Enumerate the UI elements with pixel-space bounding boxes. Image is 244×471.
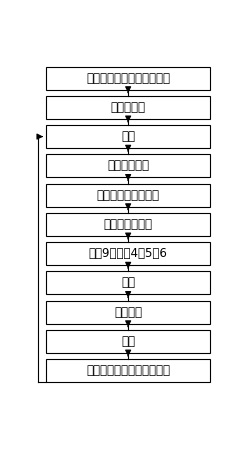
Bar (46, 213, 210, 236)
Bar (46, 125, 210, 148)
Bar (46, 242, 210, 265)
Text: 甩干: 甩干 (121, 335, 135, 348)
Text: 重复9次步骤4、5、6: 重复9次步骤4、5、6 (89, 247, 168, 260)
Text: 粗抛液配制: 粗抛液配制 (111, 101, 146, 114)
Bar (46, 330, 210, 353)
Bar (46, 184, 210, 207)
Text: 晶片浸洗: 晶片浸洗 (114, 306, 142, 319)
Bar (46, 359, 210, 382)
Text: 第一次执行粗抛程序: 第一次执行粗抛程序 (97, 188, 160, 202)
Text: 上片: 上片 (121, 130, 135, 143)
Text: 下片: 下片 (121, 276, 135, 289)
Bar (46, 154, 210, 178)
Bar (46, 96, 210, 119)
Bar (46, 66, 210, 89)
Text: 砷化镓晶片翻面: 砷化镓晶片翻面 (104, 218, 153, 231)
Bar (46, 271, 210, 294)
Text: 执行自查程序: 执行自查程序 (107, 159, 149, 172)
Text: 砷化镓双抛片粗抛结果检验: 砷化镓双抛片粗抛结果检验 (86, 364, 170, 377)
Text: 砷化镓化学腐蚀片厚度分选: 砷化镓化学腐蚀片厚度分选 (86, 72, 170, 85)
Bar (46, 300, 210, 324)
